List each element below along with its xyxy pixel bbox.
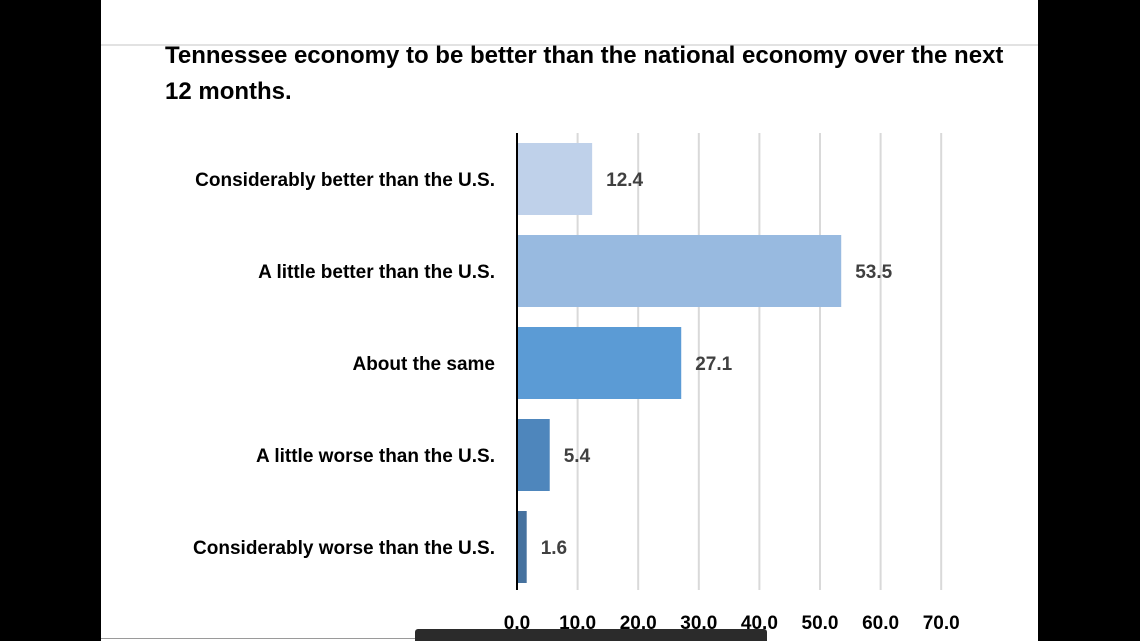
bar — [517, 419, 550, 491]
category-label: A little worse than the U.S. — [256, 446, 495, 467]
category-label: A little better than the U.S. — [258, 262, 495, 283]
gridlines — [576, 133, 943, 590]
chart-title: Tennessee economy to be better than the … — [165, 42, 1004, 105]
bar — [517, 235, 842, 307]
x-axis-ticks: 0.0 10.0 20.0 30.0 40.0 50.0 60.0 70.0 — [504, 613, 960, 634]
player-toolbar-strip — [415, 629, 767, 641]
x-tick-label: 10.0 — [559, 613, 596, 634]
value-label: 1.6 — [541, 538, 567, 559]
x-tick-label: 70.0 — [923, 613, 960, 634]
bar — [517, 143, 593, 215]
x-tick-label: 0.0 — [504, 613, 530, 634]
value-label: 53.5 — [855, 262, 892, 283]
x-tick-label: 60.0 — [862, 613, 899, 634]
x-tick-label: 50.0 — [802, 613, 839, 634]
x-tick-label: 30.0 — [680, 613, 717, 634]
value-label: 12.4 — [606, 170, 643, 191]
slide: Tennessee economy to be better than the … — [101, 0, 1038, 641]
bottom-divider — [101, 638, 415, 639]
x-tick-label: 40.0 — [741, 613, 778, 634]
labels: Considerably better than the U.S. 12.4 A l… — [193, 170, 893, 559]
x-tick-label: 20.0 — [620, 613, 657, 634]
bar-chart: Considerably better than the U.S. 12.4 A l… — [193, 133, 960, 634]
top-divider — [101, 44, 1038, 46]
value-label: 5.4 — [564, 446, 591, 467]
bars — [517, 143, 842, 583]
bar — [517, 511, 527, 583]
category-label: About the same — [352, 354, 495, 375]
bar — [517, 327, 682, 399]
category-label: Considerably worse than the U.S. — [193, 538, 495, 559]
value-label: 27.1 — [695, 354, 732, 375]
category-label: Considerably better than the U.S. — [195, 170, 495, 191]
